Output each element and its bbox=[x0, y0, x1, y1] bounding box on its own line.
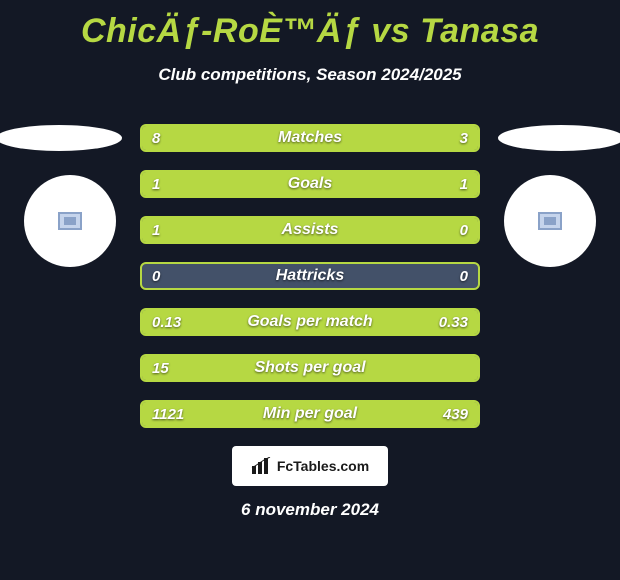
stat-row-matches: 8 Matches 3 bbox=[140, 124, 480, 152]
image-placeholder-icon bbox=[58, 212, 82, 230]
stat-value-right: 439 bbox=[443, 402, 468, 426]
stat-row-hattricks: 0 Hattricks 0 bbox=[140, 262, 480, 290]
fctables-logo-link[interactable]: FcTables.com bbox=[232, 446, 388, 486]
page-title: ChicÄƒ-RoÈ™Äƒ vs Tanasa bbox=[0, 0, 620, 51]
stat-value-right: 0 bbox=[460, 218, 468, 242]
stat-label: Assists bbox=[142, 218, 478, 242]
stat-row-mpg: 1121 Min per goal 439 bbox=[140, 400, 480, 428]
stat-row-goals: 1 Goals 1 bbox=[140, 170, 480, 198]
stat-value-right: 1 bbox=[460, 172, 468, 196]
stat-row-assists: 1 Assists 0 bbox=[140, 216, 480, 244]
stat-value-right: 0.33 bbox=[439, 310, 468, 334]
stat-row-gpm: 0.13 Goals per match 0.33 bbox=[140, 308, 480, 336]
stats-panel: 8 Matches 3 1 Goals 1 1 Assists 0 0 Hatt… bbox=[140, 124, 480, 446]
stat-label: Shots per goal bbox=[142, 356, 478, 380]
team-right-logo-placeholder bbox=[504, 175, 596, 267]
bar-chart-icon bbox=[251, 457, 273, 475]
stat-value-right: 3 bbox=[460, 126, 468, 150]
stat-label: Matches bbox=[142, 126, 478, 150]
date-label: 6 november 2024 bbox=[0, 500, 620, 520]
team-left-logo-placeholder bbox=[24, 175, 116, 267]
stat-label: Hattricks bbox=[142, 264, 478, 288]
stat-label: Min per goal bbox=[142, 402, 478, 426]
stat-label: Goals bbox=[142, 172, 478, 196]
subtitle: Club competitions, Season 2024/2025 bbox=[0, 65, 620, 85]
logo-text: FcTables.com bbox=[277, 458, 369, 474]
team-right-avatar-ellipse bbox=[498, 125, 620, 151]
team-left-avatar-ellipse bbox=[0, 125, 122, 151]
stat-value-right: 0 bbox=[460, 264, 468, 288]
stat-label: Goals per match bbox=[142, 310, 478, 334]
stat-row-spg: 15 Shots per goal bbox=[140, 354, 480, 382]
image-placeholder-icon bbox=[538, 212, 562, 230]
